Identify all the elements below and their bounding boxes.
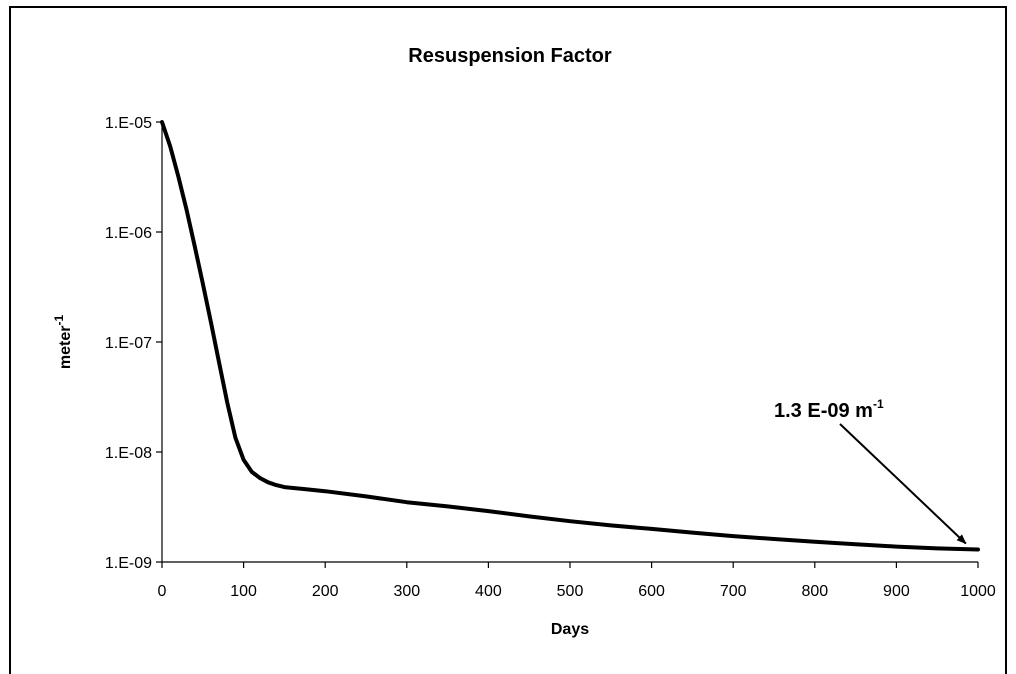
y-axis-label-superscript: -1 — [52, 315, 66, 326]
y-tick-label: 1.E-09 — [105, 555, 152, 572]
chart-title: Resuspension Factor — [408, 45, 612, 67]
y-tick-label: 1.E-07 — [105, 335, 152, 352]
y-axis-ticks: 1.E-05 1.E-06 1.E-07 1.E-08 1.E-09 — [105, 115, 162, 572]
x-tick-label: 400 — [475, 583, 502, 600]
x-axis-ticks: 0 100 200 300 400 500 600 700 800 900 1000 — [158, 562, 996, 600]
x-tick-label: 0 — [158, 583, 167, 600]
series-line — [160, 120, 980, 552]
annotation-label-text: 1.3 E-09 m — [774, 400, 873, 422]
y-tick-label: 1.E-05 — [105, 115, 152, 132]
x-axis-label: Days — [551, 621, 589, 638]
y-axis-label: meter-1 — [52, 315, 74, 370]
annotation-label-superscript: -1 — [873, 397, 884, 411]
x-tick-label: 200 — [312, 583, 339, 600]
x-tick-label: 100 — [230, 583, 257, 600]
annotation-arrow — [839, 423, 967, 545]
chart-frame — [9, 6, 1007, 674]
x-tick-label: 900 — [883, 583, 910, 600]
x-tick-label: 1000 — [960, 583, 996, 600]
y-tick-label: 1.E-06 — [105, 225, 152, 242]
x-tick-label: 800 — [801, 583, 828, 600]
x-tick-label: 600 — [638, 583, 665, 600]
y-tick-label: 1.E-08 — [105, 445, 152, 462]
y-axis-label-base: meter — [57, 326, 74, 370]
x-tick-label: 500 — [557, 583, 584, 600]
annotation-label: 1.3 E-09 m-1 — [774, 397, 884, 422]
x-tick-label: 700 — [720, 583, 747, 600]
x-tick-label: 300 — [393, 583, 420, 600]
